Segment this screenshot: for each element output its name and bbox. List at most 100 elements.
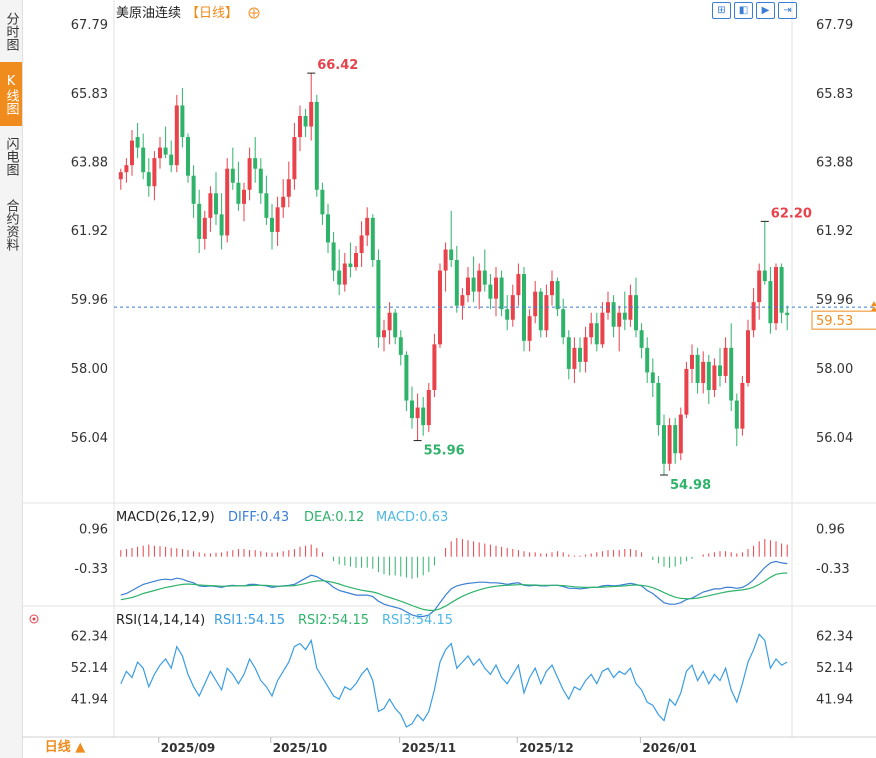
candle-body-88	[611, 302, 616, 327]
candle-body-32	[298, 115, 302, 138]
candle-body-62	[466, 277, 470, 296]
candle-body-16	[208, 193, 213, 218]
candle-body-40	[342, 263, 347, 285]
price-tick-right-6: 56.04	[816, 431, 853, 446]
settings-icon	[29, 614, 39, 624]
candle-body-42	[354, 252, 358, 268]
candle-body-65	[482, 270, 487, 285]
candle-body-36	[320, 189, 325, 215]
price-tick-left-4: 59.96	[71, 293, 108, 308]
candle-body-109	[729, 347, 734, 401]
candle-body-113	[751, 302, 756, 331]
candle-body-58	[443, 249, 448, 271]
candle-body-1	[124, 165, 129, 173]
candle-body-56	[432, 344, 437, 390]
candle-body-4	[141, 147, 146, 173]
rsi1-label: RSI1:54.15	[214, 613, 285, 628]
candle-body-97	[662, 425, 666, 464]
rsi2-label: RSI2:54.15	[298, 613, 369, 628]
candle-body-82	[578, 347, 582, 362]
candle-body-8	[163, 147, 168, 155]
macd-tick-right-0: 0.96	[816, 522, 845, 537]
time-label-1: 2025/10	[273, 741, 327, 755]
candle-body-25	[258, 168, 263, 194]
dea-line	[120, 572, 788, 612]
play-icon[interactable]: ▶	[756, 2, 775, 19]
prev-icon[interactable]: ◧	[734, 2, 753, 19]
macd-tick-left-0: 0.96	[79, 522, 108, 537]
candle-body-11	[180, 105, 185, 138]
tab-0[interactable]: 分时图	[3, 11, 19, 51]
tab-3[interactable]: 合约资料	[3, 199, 19, 251]
price-tick-right-4: 59.96	[816, 293, 853, 308]
next-icon[interactable]: ⇥	[778, 2, 797, 19]
add-indicator-icon	[248, 7, 260, 19]
tab-1[interactable]: K线图	[0, 62, 22, 126]
candle-body-38	[331, 242, 336, 271]
candle-body-110	[734, 400, 739, 429]
price-tick-right-3: 61.92	[816, 224, 853, 239]
candle-body-43	[359, 235, 364, 253]
time-label-4: 2026/01	[642, 741, 696, 755]
kline-chart: 美原油连续 【日线】 67.79 67.79 65.83 65.83 63.88 63.88 6…	[22, 0, 876, 755]
candle-body-53	[415, 407, 420, 419]
candle-body-118	[779, 267, 784, 313]
candle-body-86	[600, 312, 605, 345]
candle-body-12	[186, 137, 190, 176]
candle-body-41	[348, 263, 353, 268]
candle-body-34	[309, 101, 314, 127]
candle-body-78	[555, 281, 560, 310]
candle-body-51	[404, 354, 409, 401]
fit-icon[interactable]: ⊞	[712, 2, 731, 19]
candle-body-100	[678, 414, 683, 454]
candle-body-69	[505, 309, 510, 320]
candle-body-6	[152, 158, 157, 187]
candle-body-85	[594, 323, 599, 345]
candle-body-5	[146, 172, 151, 187]
candle-body-77	[550, 281, 554, 296]
rsi3-label: RSI3:54.15	[382, 613, 453, 628]
candle-body-28	[275, 207, 280, 232]
last-price-label: 59.53	[816, 314, 853, 329]
last-price-box	[811, 310, 876, 330]
candle-body-84	[589, 323, 594, 338]
candle-body-81	[572, 347, 577, 369]
candle-body-37	[326, 214, 330, 243]
candle-body-24	[253, 158, 258, 169]
candle-body-104	[701, 361, 706, 383]
candle-body-47	[382, 330, 386, 338]
diff-line	[120, 560, 788, 618]
price-tick-left-5: 58.00	[71, 362, 108, 377]
candle-body-52	[410, 400, 414, 419]
candle-body-55	[426, 389, 431, 426]
rsi-line	[120, 633, 788, 728]
rsi-tick-right-2: 41.94	[816, 692, 853, 707]
candle-body-98	[667, 425, 672, 464]
candle-body-46	[376, 260, 381, 338]
period-button[interactable]: 日线 ▲	[44, 740, 86, 755]
price-tick-right-1: 65.83	[816, 87, 853, 102]
candle-body-103	[695, 354, 700, 383]
annotation-low_dec: 54.98	[670, 478, 711, 493]
candle-body-93	[639, 330, 644, 348]
rsi-tick-right-0: 62.34	[816, 629, 853, 644]
candle-body-83	[583, 337, 588, 362]
macd-diff-label: DIFF:0.43	[228, 510, 289, 525]
candle-body-116	[768, 281, 773, 324]
candle-body-35	[314, 101, 319, 190]
price-tick-left-3: 61.92	[71, 224, 108, 239]
candle-body-23	[247, 158, 252, 190]
candle-body-18	[219, 214, 224, 236]
side-tabs: 分时图 K线图闪电图合约资料	[0, 0, 23, 758]
candle-body-2	[130, 140, 134, 166]
candle-body-95	[650, 372, 655, 383]
annotation-recent_high: 62.20	[771, 206, 812, 221]
candle-body-80	[566, 337, 571, 369]
price-tick-right-0: 67.79	[816, 18, 853, 33]
tab-2[interactable]: 闪电图	[3, 136, 19, 176]
macd-macd-label: MACD:0.63	[376, 510, 448, 525]
candle-body-94	[645, 347, 650, 373]
candle-body-20	[230, 168, 235, 183]
candle-body-49	[393, 312, 398, 338]
annotation-high: 66.42	[317, 58, 358, 73]
